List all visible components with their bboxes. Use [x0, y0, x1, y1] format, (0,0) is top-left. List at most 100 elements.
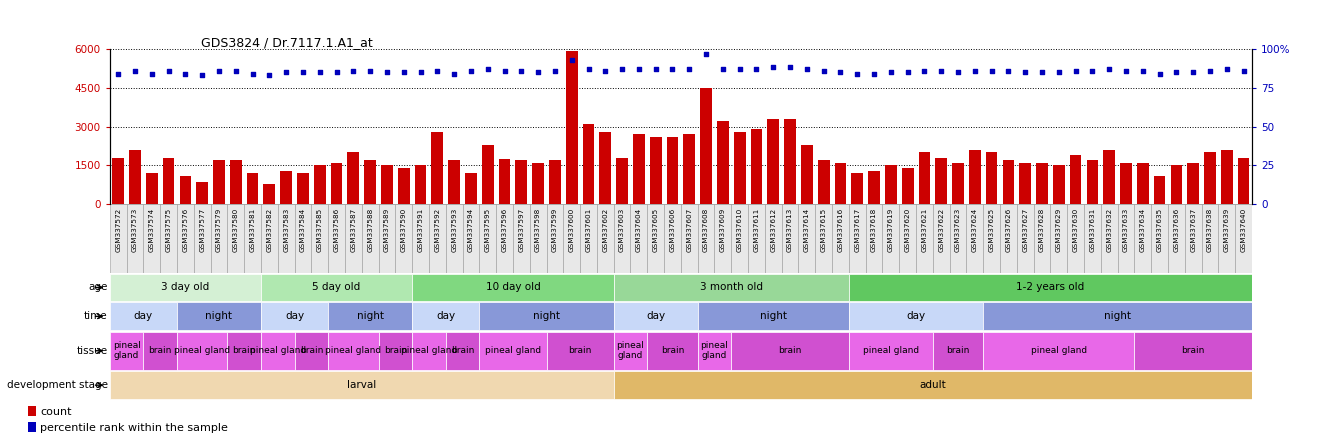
- Bar: [465, 173, 477, 204]
- Text: GSM337597: GSM337597: [518, 208, 525, 252]
- Text: night: night: [533, 311, 560, 321]
- Point: [343, 67, 364, 74]
- Text: GSM337591: GSM337591: [418, 208, 423, 252]
- Text: brain: brain: [569, 346, 592, 355]
- Text: GDS3824 / Dr.7117.1.A1_at: GDS3824 / Dr.7117.1.A1_at: [201, 36, 374, 49]
- Point: [964, 67, 986, 74]
- Bar: [785, 119, 795, 204]
- Bar: [513, 204, 530, 273]
- Bar: [428, 204, 446, 273]
- Bar: [431, 132, 443, 204]
- Bar: [412, 274, 613, 301]
- Bar: [849, 302, 983, 330]
- Bar: [564, 204, 580, 273]
- Point: [712, 65, 734, 72]
- Bar: [1137, 163, 1149, 204]
- Bar: [295, 332, 328, 370]
- Point: [645, 65, 667, 72]
- Text: GSM337619: GSM337619: [888, 208, 894, 252]
- Text: GSM337638: GSM337638: [1206, 208, 1213, 252]
- Point: [276, 68, 297, 75]
- Bar: [110, 302, 177, 330]
- Text: GSM337626: GSM337626: [1006, 208, 1011, 252]
- Point: [913, 67, 935, 74]
- Bar: [952, 163, 964, 204]
- Point: [1115, 67, 1137, 74]
- Bar: [832, 204, 849, 273]
- Bar: [412, 302, 479, 330]
- Text: brain: brain: [233, 346, 256, 355]
- Text: night: night: [1105, 311, 1131, 321]
- Bar: [446, 204, 462, 273]
- Text: 10 day old: 10 day old: [486, 282, 541, 293]
- Text: GSM337582: GSM337582: [266, 208, 272, 252]
- Bar: [1168, 204, 1185, 273]
- Text: GSM337629: GSM337629: [1056, 208, 1062, 252]
- Bar: [715, 204, 731, 273]
- Point: [931, 67, 952, 74]
- Bar: [347, 152, 359, 204]
- Bar: [1235, 204, 1252, 273]
- Text: GSM337595: GSM337595: [485, 208, 490, 252]
- Bar: [479, 332, 546, 370]
- Bar: [1070, 155, 1082, 204]
- Text: GSM337599: GSM337599: [552, 208, 558, 252]
- Bar: [382, 165, 392, 204]
- Point: [107, 70, 129, 77]
- Bar: [868, 170, 880, 204]
- Text: GSM337623: GSM337623: [955, 208, 961, 252]
- Point: [359, 67, 380, 74]
- Bar: [885, 165, 897, 204]
- Text: GSM337622: GSM337622: [939, 208, 944, 252]
- Point: [427, 67, 449, 74]
- Text: day: day: [647, 311, 665, 321]
- Point: [1082, 67, 1103, 74]
- Text: pineal gland: pineal gland: [174, 346, 230, 355]
- Bar: [1201, 204, 1218, 273]
- Text: GSM337631: GSM337631: [1090, 208, 1095, 252]
- Point: [897, 68, 919, 75]
- Text: pineal
gland: pineal gland: [700, 341, 728, 361]
- Text: night: night: [759, 311, 787, 321]
- Bar: [264, 183, 276, 204]
- Point: [595, 67, 616, 74]
- Bar: [261, 204, 277, 273]
- Bar: [532, 163, 544, 204]
- Text: GSM337635: GSM337635: [1157, 208, 1162, 252]
- Bar: [664, 204, 680, 273]
- Bar: [1121, 163, 1131, 204]
- Point: [1131, 67, 1153, 74]
- Bar: [110, 371, 613, 399]
- Text: GSM337580: GSM337580: [233, 208, 238, 252]
- Text: GSM337604: GSM337604: [636, 208, 641, 252]
- Point: [561, 56, 582, 63]
- Point: [1098, 65, 1119, 72]
- Text: GSM337608: GSM337608: [703, 208, 710, 252]
- Text: day: day: [437, 311, 455, 321]
- Bar: [112, 158, 125, 204]
- Bar: [667, 137, 679, 204]
- Bar: [1101, 204, 1118, 273]
- Bar: [143, 204, 161, 273]
- Bar: [230, 160, 241, 204]
- Bar: [479, 204, 497, 273]
- Point: [695, 50, 716, 57]
- Point: [578, 65, 600, 72]
- Bar: [1134, 204, 1152, 273]
- Bar: [597, 204, 613, 273]
- Text: GSM337624: GSM337624: [972, 208, 977, 252]
- Bar: [1003, 160, 1015, 204]
- Bar: [631, 204, 647, 273]
- Point: [158, 67, 179, 74]
- Bar: [986, 152, 998, 204]
- Bar: [919, 152, 931, 204]
- Point: [981, 67, 1003, 74]
- Bar: [949, 204, 967, 273]
- Bar: [210, 204, 228, 273]
- Bar: [849, 204, 865, 273]
- Text: pineal gland: pineal gland: [862, 346, 919, 355]
- Bar: [246, 173, 258, 204]
- Bar: [865, 204, 882, 273]
- Bar: [261, 302, 328, 330]
- Bar: [328, 302, 412, 330]
